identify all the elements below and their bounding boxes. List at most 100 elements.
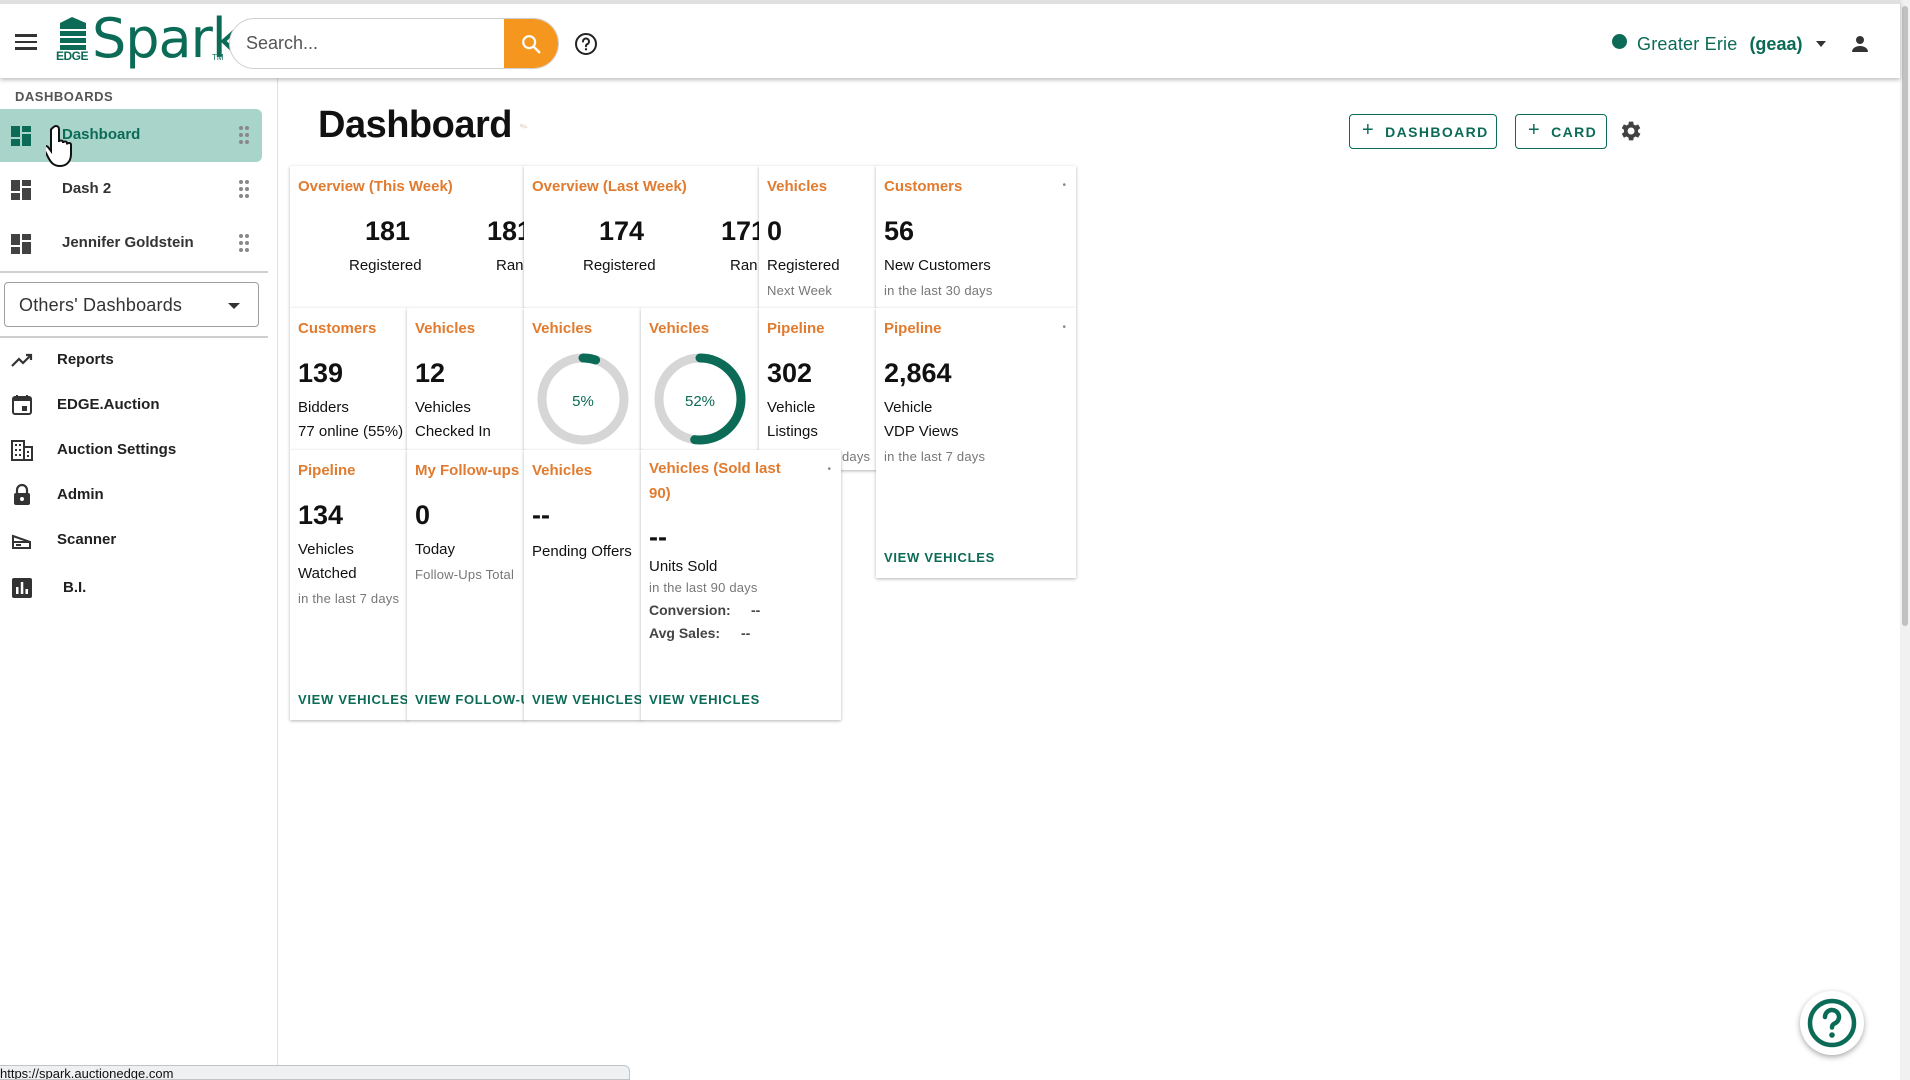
card-value: 2,864	[884, 358, 952, 388]
avg-sales-value: --	[741, 625, 751, 641]
caret-down-icon	[1816, 41, 1827, 47]
organization-name: Greater Erie	[1637, 33, 1738, 54]
card-value-registered: 174	[599, 216, 645, 246]
card-label-secondary: Listings	[767, 423, 818, 440]
card-overview-last-week[interactable]: Overview (Last Week) 174 Registered 171 …	[524, 166, 759, 308]
card-title: Vehicles	[649, 320, 710, 337]
sidebar-dashboard-dashboard[interactable]: Dashboard	[0, 109, 262, 162]
card-customers-new[interactable]: Customers • 56 New Customers in the last…	[876, 166, 1076, 308]
help-circle-icon[interactable]	[574, 32, 598, 56]
dashboard-icon	[11, 234, 31, 254]
view-followups-link[interactable]: VIEW FOLLOW-UPS	[415, 692, 525, 707]
card-vehicles-registered[interactable]: Vehicles 0 Registered Next Week	[759, 166, 877, 308]
card-value: 0	[767, 216, 783, 246]
card-note: in the last 90 days	[649, 580, 758, 595]
card-my-followups[interactable]: My Follow-ups 0 Today Follow-Ups Total V…	[407, 450, 525, 720]
card-note: Follow-Ups Total	[415, 567, 515, 582]
card-title: Overview (This Week)	[298, 178, 453, 195]
sidebar-dashboard-label: Dashboard	[62, 126, 141, 143]
help-fab-button[interactable]	[1800, 991, 1864, 1055]
card-customers-bidders[interactable]: Customers 139 Bidders 77 online (55%)	[290, 308, 408, 450]
card-title: Overview (Last Week)	[532, 178, 687, 195]
logo-spark-text: Spark	[92, 7, 243, 70]
card-value: 0	[415, 500, 431, 530]
search-button[interactable]	[504, 19, 558, 68]
organization-switcher[interactable]: Greater Erie (geaa)	[1612, 32, 1827, 56]
add-dashboard-button[interactable]: + DASHBOARD	[1349, 114, 1497, 149]
others-dashboards-select[interactable]: Others' Dashboards	[4, 282, 259, 327]
sidebar-item-edge-auction[interactable]: EDGE.Auction	[0, 385, 262, 425]
card-pipeline-listings[interactable]: Pipeline 302 Vehicle Listings days	[759, 308, 877, 470]
donut-chart	[537, 353, 629, 445]
card-title: Pipeline	[767, 320, 825, 337]
sidebar: DASHBOARDS Dashboard Dash 2 Jennifer	[0, 78, 278, 1080]
card-overview-this-week[interactable]: Overview (This Week) 181 Registered 181 …	[290, 166, 525, 308]
card-title: Vehicles	[415, 320, 476, 337]
card-vehicles-sold[interactable]: Vehicles (Sold last 90) • -- Units Sold …	[641, 450, 841, 720]
online-status-dot	[1612, 33, 1627, 49]
card-title: Pipeline	[884, 320, 942, 337]
sidebar-divider	[0, 271, 268, 273]
menu-icon[interactable]	[15, 34, 37, 50]
card-menu-icon[interactable]: •	[1062, 180, 1066, 191]
card-value: --	[532, 500, 550, 530]
card-label: Vehicles	[415, 399, 471, 416]
dashboard-icon	[11, 126, 31, 146]
card-value-ran: 171	[721, 216, 759, 246]
view-vehicles-link[interactable]: VIEW VEHICLES	[649, 692, 760, 707]
add-card-button[interactable]: + CARD	[1515, 114, 1607, 149]
card-pipeline-vdp-views[interactable]: Pipeline • 2,864 Vehicle VDP Views in th…	[876, 308, 1076, 578]
sidebar-item-reports[interactable]: Reports	[0, 340, 262, 380]
sidebar-item-scanner[interactable]: Scanner	[0, 520, 262, 560]
card-value: --	[649, 522, 667, 552]
gear-icon[interactable]	[1617, 118, 1643, 144]
help-circle-icon	[1807, 998, 1857, 1048]
card-note: 77 online (55%)	[298, 423, 404, 440]
card-vehicles-checked-in[interactable]: Vehicles 12 Vehicles Checked In	[407, 308, 525, 450]
card-note: in the last 7 days	[298, 591, 400, 606]
card-pipeline-watched[interactable]: Pipeline 134 Vehicles Watched in the las…	[290, 450, 408, 720]
card-label: Today	[415, 541, 456, 558]
card-menu-icon[interactable]: •	[1062, 322, 1066, 333]
drag-handle-icon[interactable]	[238, 232, 250, 254]
spark-logo[interactable]: EDGE Spark TM	[54, 7, 243, 71]
card-note: in the last 7 days	[884, 449, 986, 464]
card-value: 56	[884, 216, 915, 246]
building-icon	[11, 440, 33, 461]
conversion-value: --	[751, 602, 761, 618]
lock-icon	[14, 483, 30, 505]
view-vehicles-link[interactable]: VIEW VEHICLES	[298, 692, 408, 707]
trending-up-icon	[11, 353, 33, 367]
card-vehicles-donut-5[interactable]: Vehicles 5%	[524, 308, 642, 450]
card-label: Pending Offers	[532, 543, 632, 560]
view-vehicles-link[interactable]: VIEW VEHICLES	[532, 692, 642, 707]
view-vehicles-link[interactable]: VIEW VEHICLES	[884, 550, 995, 565]
card-vehicles-donut-52[interactable]: Vehicles 52%	[641, 308, 759, 450]
card-title-continued: 90)	[649, 485, 671, 502]
add-dashboard-label: DASHBOARD	[1385, 123, 1489, 140]
plus-icon: +	[1362, 119, 1376, 141]
card-menu-icon[interactable]: •	[827, 464, 831, 475]
sidebar-heading: DASHBOARDS	[15, 89, 114, 104]
scanner-icon	[12, 534, 31, 549]
card-note: days	[842, 449, 871, 464]
sidebar-item-admin[interactable]: Admin	[0, 475, 262, 515]
card-title: Pipeline	[298, 462, 356, 479]
edit-title-icon[interactable]: ✎	[518, 120, 531, 135]
search-input[interactable]	[230, 19, 505, 68]
donut-chart	[654, 353, 746, 445]
drag-handle-icon[interactable]	[238, 178, 250, 200]
drag-handle-icon[interactable]	[238, 124, 250, 146]
sidebar-item-label: EDGE.Auction	[57, 396, 160, 413]
account-icon[interactable]	[1848, 32, 1872, 56]
sidebar-item-auction-settings[interactable]: Auction Settings	[0, 430, 262, 470]
card-label: New Customers	[884, 257, 991, 274]
sidebar-dashboard-jennifer-goldstein[interactable]: Jennifer Goldstein	[0, 217, 262, 270]
page-scrollbar-thumb[interactable]	[1902, 6, 1908, 626]
sidebar-dashboard-dash-2[interactable]: Dash 2	[0, 163, 262, 216]
calendar-icon	[12, 395, 32, 415]
card-title: Customers	[884, 178, 963, 195]
sidebar-item-bi[interactable]: B.I.	[0, 568, 262, 608]
card-vehicles-pending[interactable]: Vehicles -- Pending Offers VIEW VEHICLES	[524, 450, 642, 720]
page-title: Dashboard	[318, 104, 512, 146]
